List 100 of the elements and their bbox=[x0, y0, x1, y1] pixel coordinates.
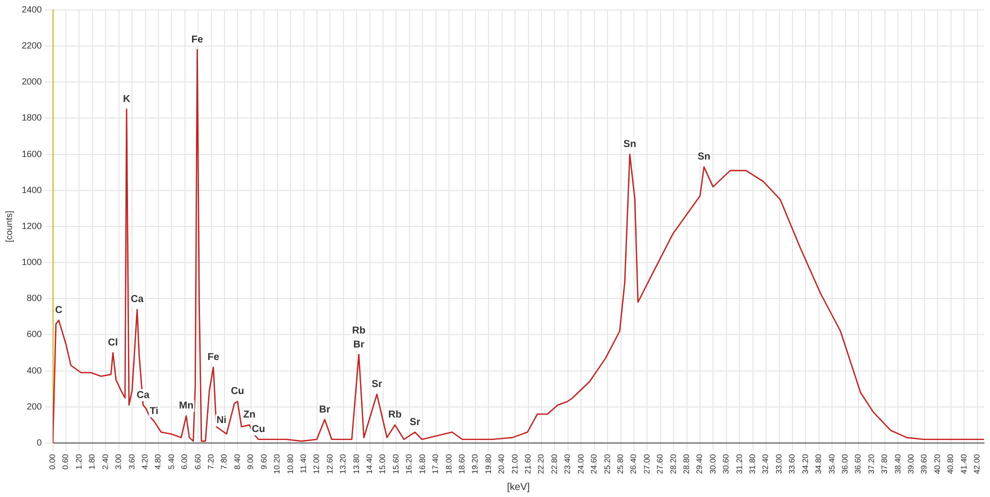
annotation: Ni bbox=[216, 415, 227, 426]
y-tick-label: 1200 bbox=[22, 220, 42, 231]
x-tick-label: 37.20 bbox=[866, 453, 876, 474]
x-axis-title: [keV] bbox=[507, 482, 530, 493]
annotation: Zn bbox=[243, 410, 256, 421]
x-tick-label: 9.00 bbox=[246, 453, 256, 470]
x-tick-label: 1.20 bbox=[74, 453, 84, 470]
x-tick-label: 39.00 bbox=[906, 453, 916, 474]
x-tick-label: 20.40 bbox=[497, 453, 506, 474]
x-tick-label: 17.40 bbox=[431, 453, 440, 474]
y-tick-label: 1400 bbox=[22, 184, 42, 195]
x-tick-label: 13.20 bbox=[338, 453, 348, 474]
x-tick-label: 10.80 bbox=[286, 453, 295, 474]
x-tick-label: 40.80 bbox=[946, 453, 956, 474]
x-tick-label: 35.40 bbox=[827, 453, 836, 474]
x-tick-label: 34.80 bbox=[814, 453, 824, 474]
annotation: Sn bbox=[623, 139, 636, 150]
annotation: Sr bbox=[410, 416, 420, 428]
annotation: Cl bbox=[108, 338, 118, 349]
x-tick-label: 32.40 bbox=[761, 453, 770, 474]
annotation: Cu bbox=[230, 386, 244, 398]
x-tick-label: 0.60 bbox=[61, 453, 70, 470]
x-tick-label: 24.60 bbox=[590, 453, 599, 474]
y-tick-label: 1800 bbox=[22, 112, 42, 123]
x-tick-label: 9.60 bbox=[259, 453, 268, 470]
x-tick-label: 16.20 bbox=[404, 453, 414, 474]
x-tick-label: 26.40 bbox=[629, 453, 638, 474]
x-tick-label: 7.80 bbox=[220, 453, 229, 470]
x-tick-label: 15.00 bbox=[378, 453, 388, 474]
x-tick-label: 36.60 bbox=[854, 453, 863, 474]
y-tick-label: 600 bbox=[26, 329, 42, 340]
x-tick-label: 11.40 bbox=[298, 453, 308, 474]
x-tick-label: 4.80 bbox=[154, 453, 163, 470]
x-tick-label: 23.40 bbox=[563, 453, 572, 474]
x-tick-label: 7.20 bbox=[206, 453, 216, 470]
x-tick-label: 19.80 bbox=[484, 453, 493, 474]
y-tick-label: 1600 bbox=[22, 148, 42, 159]
y-tick-label: 800 bbox=[26, 293, 42, 304]
annotation: K bbox=[122, 94, 131, 105]
annotation: Cu bbox=[252, 424, 266, 436]
annotation: Sr bbox=[372, 379, 382, 390]
annotation: Fe bbox=[207, 352, 220, 363]
annotation: Ca bbox=[136, 390, 150, 401]
x-tick-label: 31.20 bbox=[734, 453, 744, 474]
y-tick-label: 200 bbox=[26, 401, 42, 412]
x-tick-label: 3.60 bbox=[127, 453, 136, 470]
x-tick-label: 6.60 bbox=[193, 453, 202, 470]
annotation: Br bbox=[319, 404, 330, 416]
y-tick-label: 1000 bbox=[22, 257, 42, 268]
x-tick-label: 13.80 bbox=[352, 453, 361, 474]
x-tick-label: 38.40 bbox=[893, 453, 902, 474]
x-tick-label: 19.20 bbox=[470, 453, 480, 474]
x-tick-label: 37.80 bbox=[880, 453, 890, 474]
x-tick-label: 5.40 bbox=[166, 453, 176, 470]
x-tick-label: 33.00 bbox=[774, 453, 784, 474]
y-tick-label: 2200 bbox=[22, 40, 42, 51]
y-tick-label: 2400 bbox=[22, 4, 42, 14]
x-tick-label: 28.80 bbox=[682, 453, 691, 474]
x-tick-label: 0.00 bbox=[48, 453, 58, 470]
x-tick-label: 22.20 bbox=[536, 453, 546, 474]
x-tick-label: 22.80 bbox=[550, 453, 559, 474]
annotation: Rb bbox=[352, 325, 366, 336]
x-tick-label: 2.40 bbox=[100, 453, 110, 470]
x-tick-label: 14.40 bbox=[365, 453, 374, 474]
x-tick-label: 12.00 bbox=[312, 453, 322, 474]
x-tick-label: 6.00 bbox=[180, 453, 190, 470]
y-axis-title: [counts] bbox=[4, 210, 14, 242]
x-tick-label: 8.40 bbox=[232, 453, 242, 470]
x-tick-label: 15.60 bbox=[391, 453, 400, 474]
annotation: C bbox=[55, 305, 62, 316]
y-tick-label: 2000 bbox=[22, 76, 42, 87]
x-tick-label: 34.20 bbox=[800, 453, 810, 474]
x-tick-label: 21.00 bbox=[510, 453, 520, 474]
annotation: Rb bbox=[388, 410, 402, 421]
x-tick-label: 4.20 bbox=[140, 453, 150, 470]
x-tick-label: 33.60 bbox=[788, 453, 797, 474]
x-tick-label: 28.20 bbox=[668, 453, 678, 474]
x-tick-label: 30.00 bbox=[708, 453, 718, 474]
x-tick-label: 36.00 bbox=[840, 453, 850, 474]
x-tick-label: 42.00 bbox=[972, 453, 982, 474]
annotation: Ca bbox=[130, 294, 144, 306]
x-tick-label: 25.20 bbox=[602, 453, 612, 474]
x-tick-label: 25.80 bbox=[616, 453, 625, 474]
annotation: Ti bbox=[150, 406, 159, 418]
annotation: Br bbox=[353, 339, 364, 350]
annotation: Fe bbox=[191, 34, 204, 46]
x-tick-label: 21.60 bbox=[524, 453, 533, 474]
x-tick-label: 30.60 bbox=[722, 453, 731, 474]
x-tick-label: 41.40 bbox=[959, 453, 968, 474]
annotation: Mn bbox=[178, 400, 194, 412]
x-tick-label: 1.80 bbox=[88, 453, 97, 470]
x-tick-label: 27.00 bbox=[642, 453, 652, 474]
y-tick-label: 0 bbox=[36, 437, 42, 448]
x-tick-label: 18.00 bbox=[444, 453, 454, 474]
x-tick-label: 24.00 bbox=[576, 453, 586, 474]
x-tick-label: 27.60 bbox=[656, 453, 665, 474]
x-tick-label: 18.60 bbox=[457, 453, 466, 474]
x-tick-label: 39.60 bbox=[920, 453, 929, 474]
annotation: Sn bbox=[698, 152, 710, 163]
x-tick-label: 16.80 bbox=[418, 453, 427, 474]
